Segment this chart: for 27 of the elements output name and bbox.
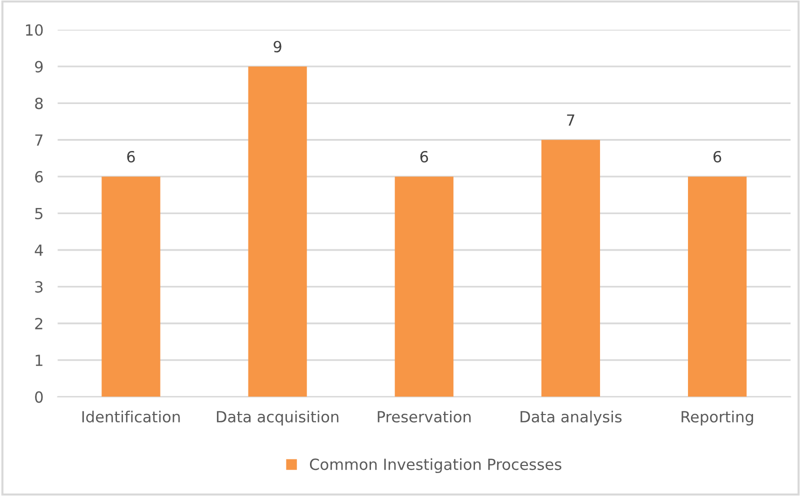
y-tick-label: 0 <box>35 391 43 403</box>
x-tick-label: Data analysis <box>520 410 622 426</box>
bar <box>102 176 160 397</box>
y-tick-label: 4 <box>34 244 43 256</box>
bar <box>248 66 307 397</box>
x-tick-label: Preservation <box>378 410 471 423</box>
data-label: 6 <box>420 150 428 163</box>
x-tick-label: Reporting <box>682 410 754 426</box>
data-label: 9 <box>274 40 282 52</box>
x-tick-label: Data acquisition <box>216 410 338 426</box>
data-label: 6 <box>714 150 722 163</box>
bar <box>541 140 600 397</box>
y-tick-label: 1 <box>36 354 42 366</box>
y-tick-label: 3 <box>35 281 43 293</box>
legend-label: Common Investigation Processes <box>310 458 562 474</box>
y-tick-label: 7 <box>35 134 42 146</box>
y-tick-label: 2 <box>35 318 42 330</box>
y-tick-label: 5 <box>35 208 42 220</box>
bar <box>688 176 747 397</box>
y-tick-label: 10 <box>26 24 43 36</box>
y-tick-label: 9 <box>35 60 43 72</box>
x-tick-label: Identification <box>82 410 180 423</box>
y-tick-label: 6 <box>35 171 43 183</box>
bar <box>394 176 454 397</box>
y-tick-label: 8 <box>35 98 43 110</box>
data-label: 6 <box>127 150 135 163</box>
data-label: 7 <box>567 114 574 126</box>
